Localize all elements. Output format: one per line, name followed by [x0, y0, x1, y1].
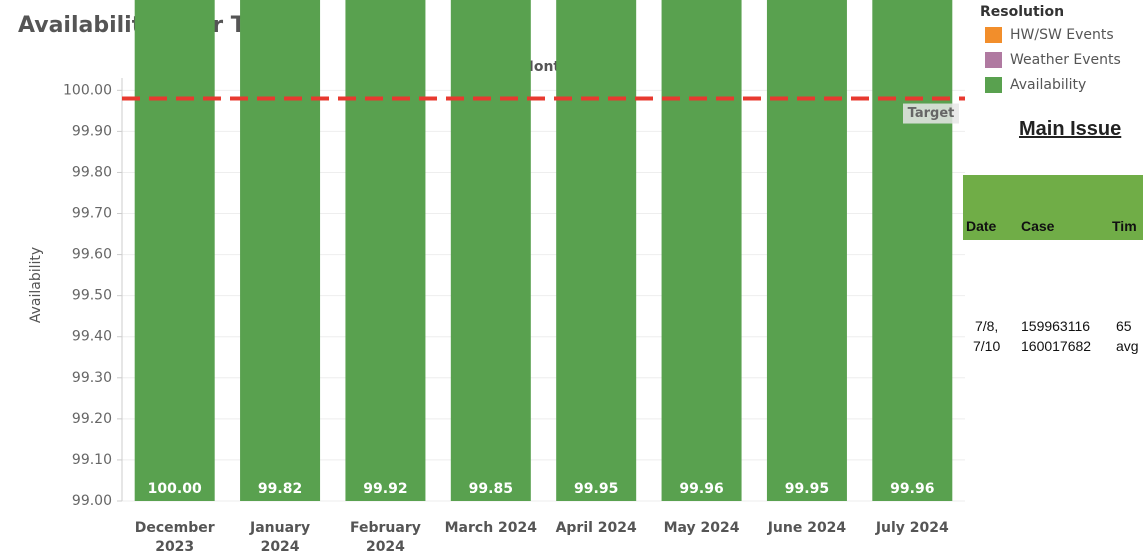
table-header-cell: Case [1021, 218, 1055, 234]
y-tick-label: 99.80 [72, 164, 112, 180]
y-tick-label: 99.10 [72, 452, 112, 468]
target-label: Target [908, 106, 955, 121]
table-cell: 159963116 160017682 [1021, 318, 1092, 354]
bar-segment [450, 0, 531, 501]
bar-segment [556, 0, 637, 501]
y-tick-label: 99.40 [72, 329, 112, 345]
bar-segment [134, 0, 215, 501]
legend-title: Resolution [980, 4, 1064, 20]
data-label: 99.85 [469, 481, 513, 497]
data-label: 99.92 [363, 481, 407, 497]
x-tick-label: December 2023 [134, 520, 215, 555]
x-tick-label: April 2024 [555, 520, 637, 536]
data-label: 99.95 [785, 481, 829, 497]
legend-swatch [985, 52, 1002, 68]
data-label: 99.96 [679, 481, 723, 497]
bar-segment [661, 0, 742, 501]
bar-segment [240, 0, 321, 501]
y-tick-label: 99.20 [72, 411, 112, 427]
y-tick-label: 99.90 [72, 123, 112, 139]
target-label-bg [903, 103, 959, 124]
x-tick-label: May 2024 [663, 520, 740, 536]
data-label: 99.96 [890, 481, 934, 497]
y-tick-label: 99.00 [72, 493, 112, 509]
data-label: 99.95 [574, 481, 618, 497]
y-tick-label: 99.60 [72, 247, 112, 263]
issues-title: Main Issue [1019, 118, 1122, 140]
table-cell: 7/8, 7/10 [973, 318, 1001, 354]
table-header-cell: Date [966, 218, 997, 234]
y-tick-label: 99.70 [72, 206, 112, 222]
y-axis-title: Availability [28, 247, 44, 323]
y-tick-label: 99.50 [72, 288, 112, 304]
bar-segment [766, 0, 847, 501]
x-tick-label: March 2024 [444, 520, 537, 536]
y-tick-label: 99.30 [72, 370, 112, 386]
bar-segment [872, 0, 953, 501]
data-label: 99.82 [258, 481, 302, 497]
x-tick-label: June 2024 [767, 520, 847, 536]
table-header-cell: Tim [1112, 218, 1137, 234]
legend-swatch [985, 77, 1002, 93]
x-tick-label: February 2024 [350, 520, 421, 555]
bar-segment [345, 0, 426, 501]
table-header [963, 175, 1143, 240]
x-tick-label: July 2024 [875, 520, 949, 536]
legend-label: Availability [1010, 77, 1086, 93]
legend-label: Weather Events [1010, 52, 1121, 68]
legend-swatch [985, 27, 1002, 43]
x-tick-label: January 2024 [250, 520, 311, 555]
y-tick-label: 100.00 [63, 82, 112, 98]
data-label: 100.00 [148, 481, 202, 497]
table-cell: 65 avg [1116, 318, 1139, 354]
legend-label: HW/SW Events [1010, 27, 1114, 43]
